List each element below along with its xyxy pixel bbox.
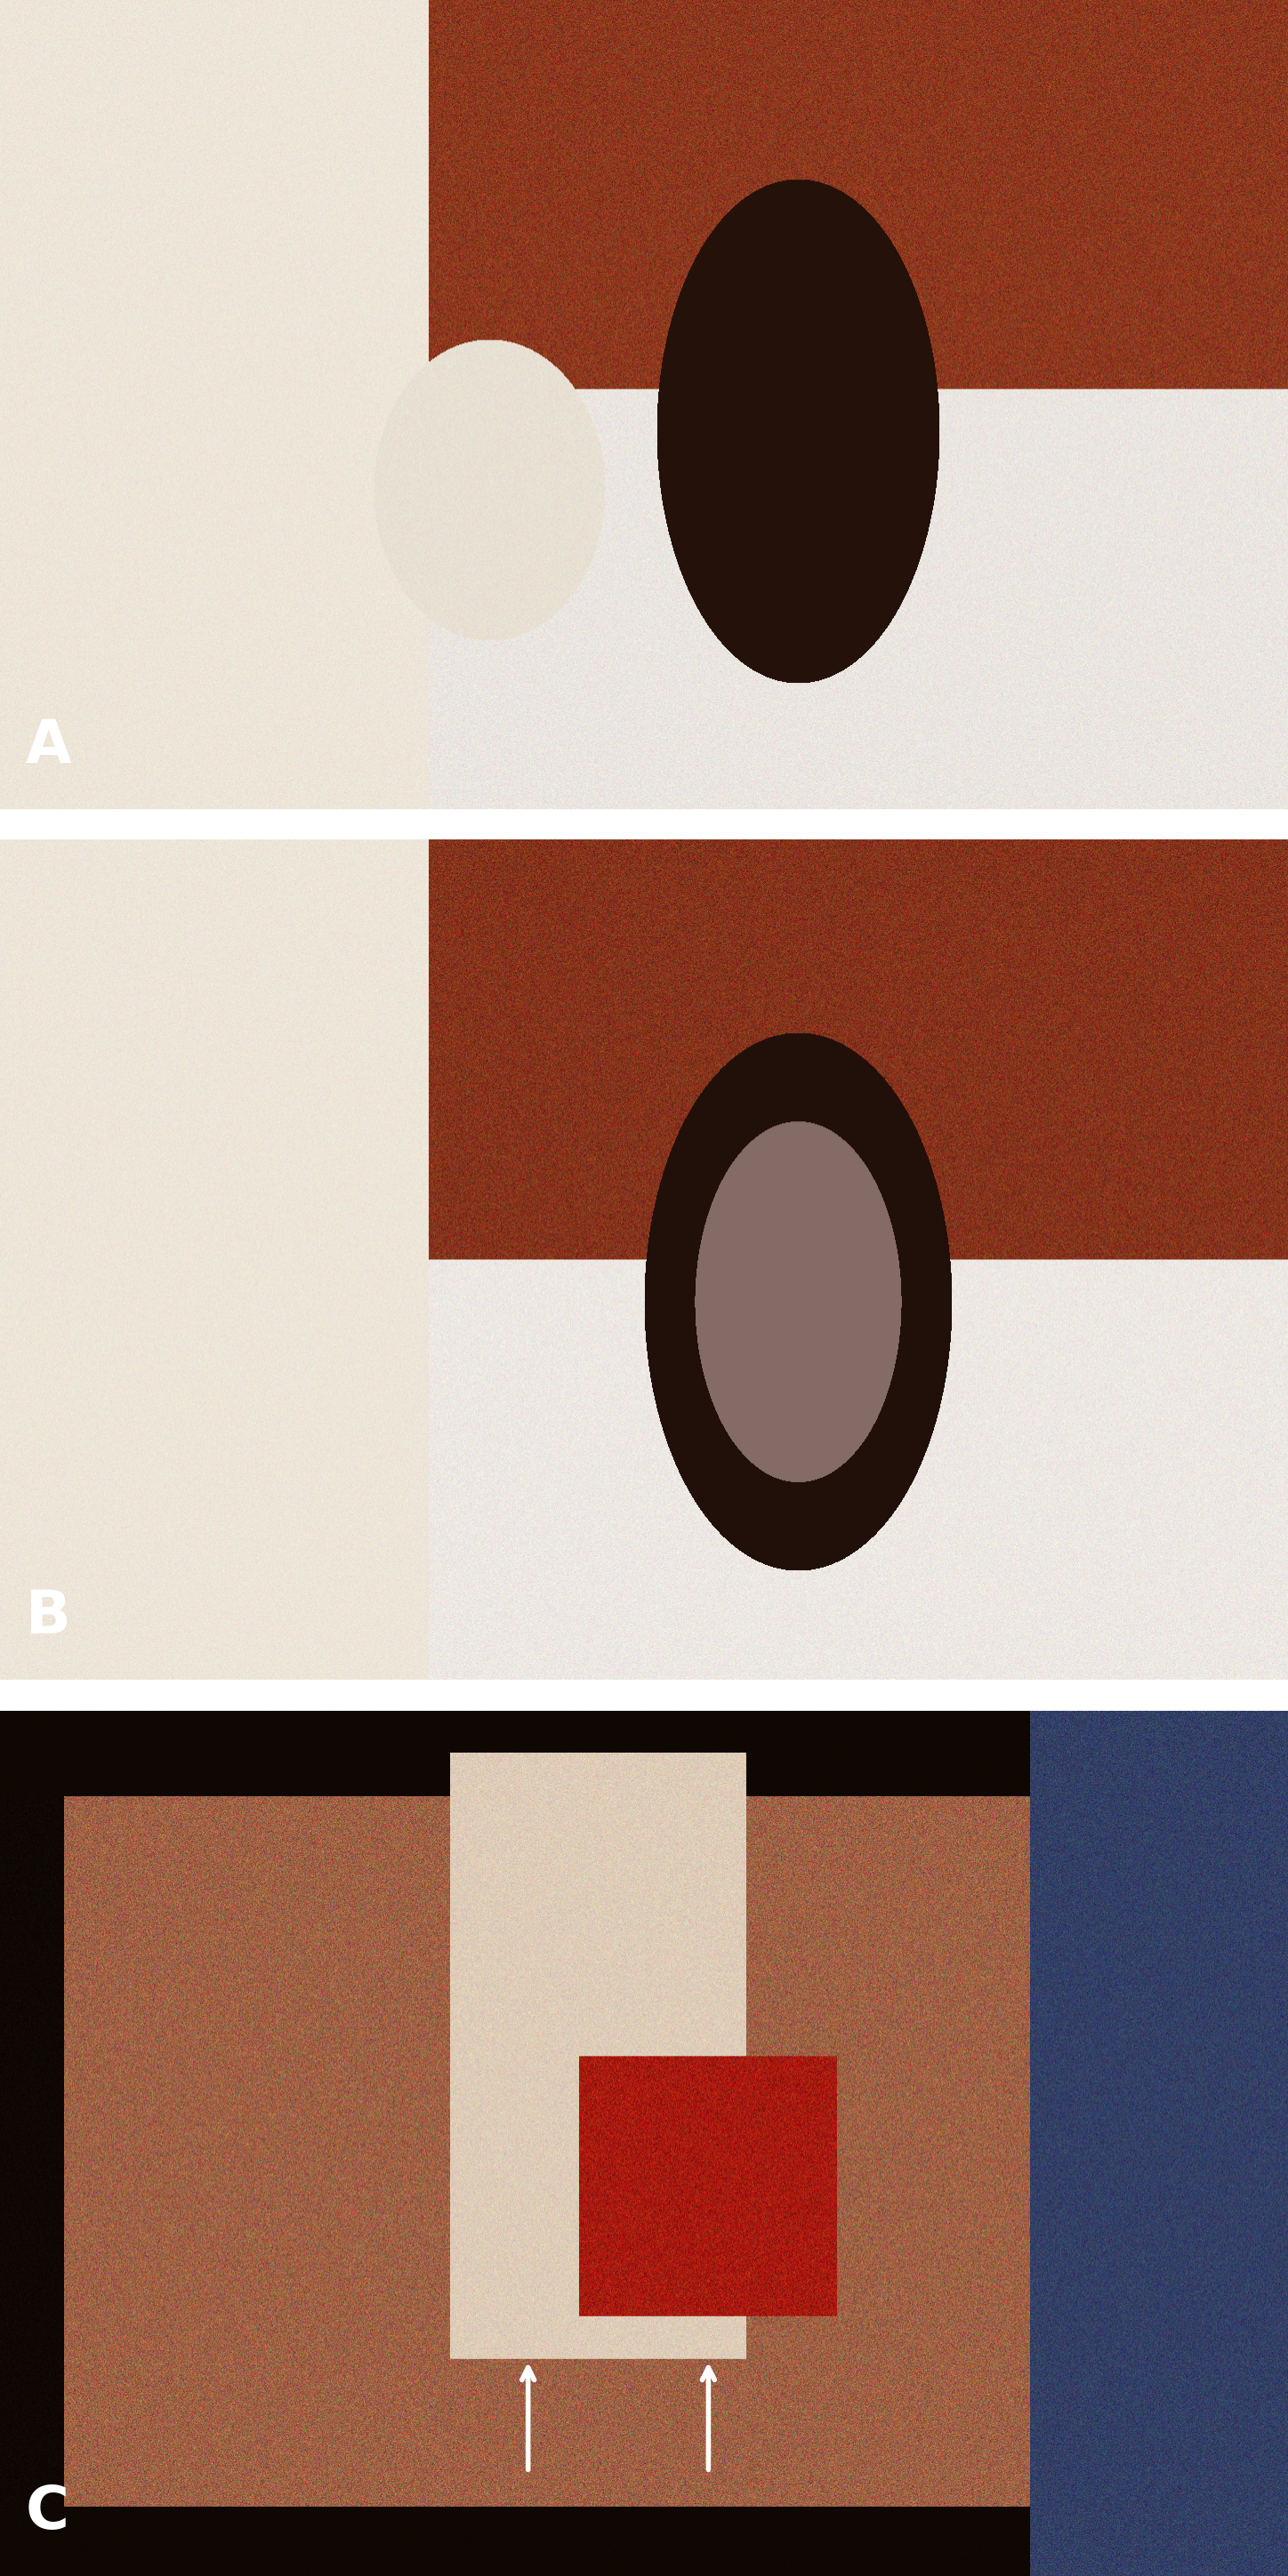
Text: A: A (26, 716, 72, 775)
Text: B: B (26, 1587, 71, 1646)
Text: C: C (26, 2483, 70, 2543)
